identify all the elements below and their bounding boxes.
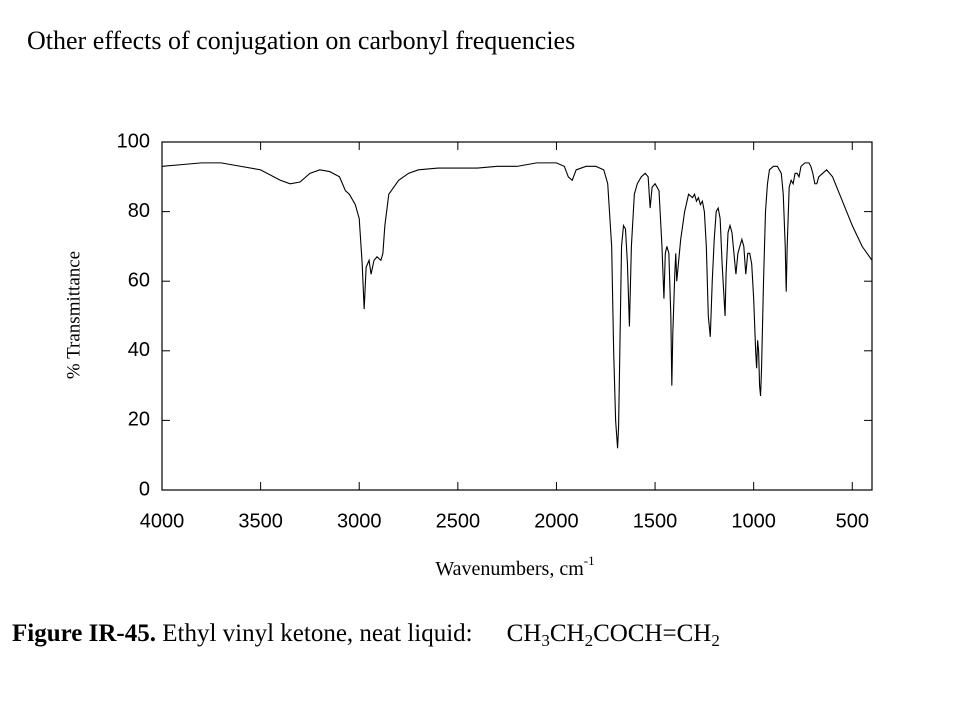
y-tick-label: 20 bbox=[128, 409, 150, 431]
x-tick-label: 3500 bbox=[238, 510, 283, 532]
x-axis-label-superscript: -1 bbox=[584, 553, 595, 568]
y-tick-label: 60 bbox=[128, 269, 150, 291]
x-axis-label: Wavenumbers, cm-1 bbox=[435, 553, 594, 580]
formula-subscript: 3 bbox=[541, 631, 550, 650]
y-tick-label: 40 bbox=[128, 339, 150, 361]
plot-frame bbox=[161, 141, 873, 491]
x-tick-label: 3000 bbox=[337, 510, 382, 532]
formula-part: CH bbox=[549, 620, 585, 647]
caption: Figure IR-45. Ethyl vinyl ketone, neat l… bbox=[12, 620, 720, 651]
y-tick-label: 100 bbox=[117, 130, 150, 152]
x-tick-label: 1500 bbox=[633, 510, 678, 532]
spectrum-line bbox=[161, 162, 873, 449]
formula-part: CH bbox=[506, 620, 542, 647]
x-tick-label: 500 bbox=[836, 510, 869, 532]
x-tick-label: 2000 bbox=[534, 510, 579, 532]
x-tick-label: 4000 bbox=[140, 510, 185, 532]
x-axis-label-text: Wavenumbers, cm bbox=[435, 558, 584, 580]
caption-label: Figure IR-45. bbox=[12, 620, 156, 647]
formula-part: COCH=CH bbox=[593, 620, 712, 647]
y-axis-label: % Transmittance bbox=[63, 251, 84, 379]
slide-title: Other effects of conjugation on carbonyl… bbox=[27, 26, 576, 55]
y-tick-label: 80 bbox=[128, 200, 150, 222]
y-tick-label: 0 bbox=[139, 478, 150, 500]
formula-subscript: 2 bbox=[584, 631, 594, 650]
caption-text: Ethyl vinyl ketone, neat liquid: bbox=[155, 620, 473, 647]
formula-subscript: 2 bbox=[711, 631, 720, 650]
x-tick-label: 2500 bbox=[436, 510, 481, 532]
formula: CH3CH2COCH=CH2 bbox=[506, 620, 720, 650]
x-tick-label: 1000 bbox=[731, 510, 776, 532]
